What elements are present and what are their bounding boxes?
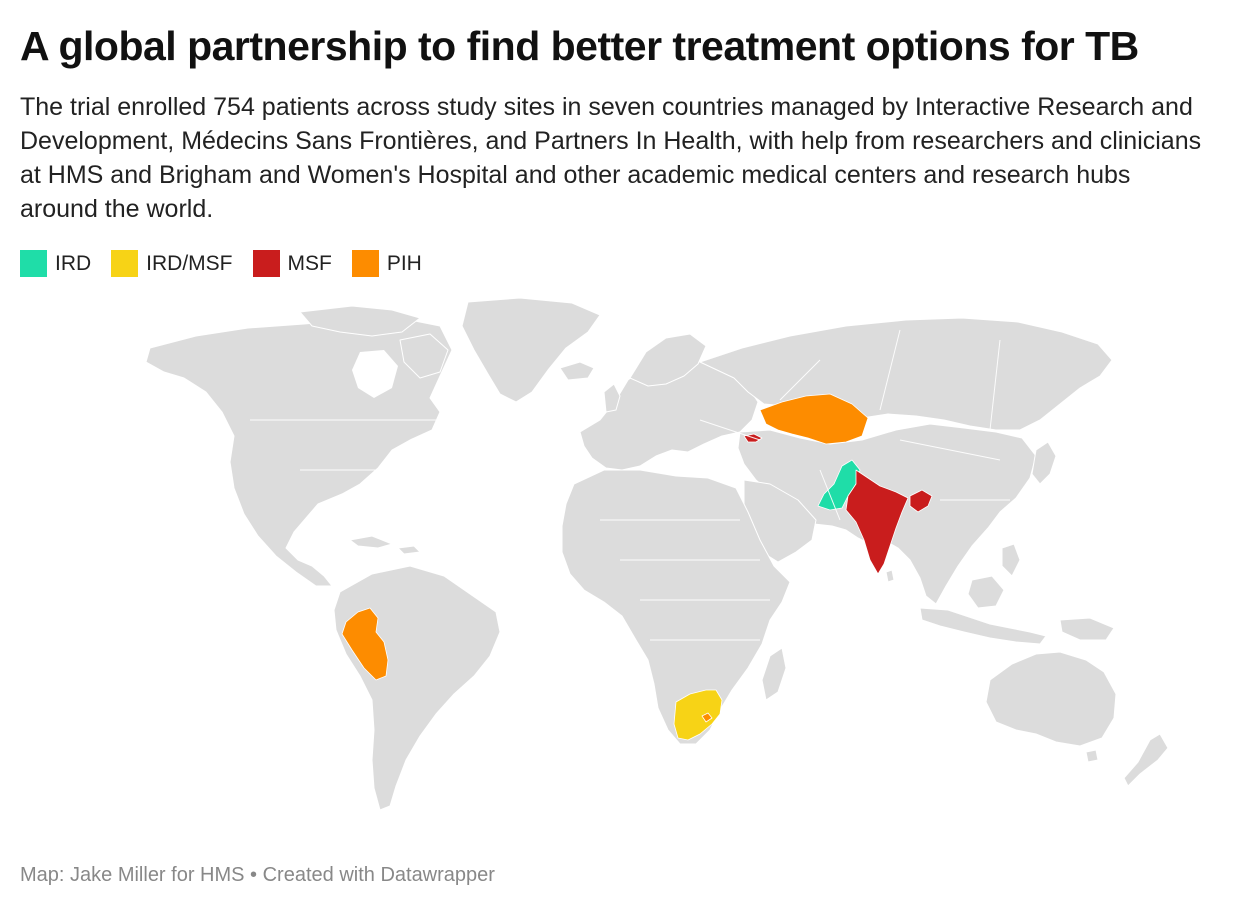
tasmania	[1085, 749, 1099, 763]
country-india	[845, 469, 909, 575]
country-lesotho	[701, 712, 713, 723]
page-title: A global partnership to find better trea…	[20, 23, 1139, 69]
legend-item-pih: PIH	[351, 250, 422, 277]
legend-label-msf: MSF	[287, 251, 332, 275]
country-peru	[341, 607, 389, 681]
legend-swatch-pih	[351, 250, 379, 277]
arctic-islands	[299, 305, 421, 337]
country-pakistan	[817, 459, 861, 511]
new-guinea	[1059, 617, 1115, 641]
footer-credit: Map: Jake Miller for HMS • Created with …	[20, 864, 495, 886]
map-borders	[250, 329, 1010, 641]
scandinavia	[629, 333, 707, 387]
legend-swatch-ird-msf	[111, 250, 139, 277]
baffin-island	[399, 333, 449, 379]
united-kingdom	[603, 383, 621, 413]
country-south-africa	[673, 689, 723, 741]
legend-swatch-msf	[252, 250, 280, 277]
south-america	[333, 565, 501, 811]
legend-item-ird-msf: IRD/MSF	[111, 250, 233, 277]
cuba	[349, 535, 393, 549]
madagascar	[761, 647, 787, 701]
borneo	[967, 575, 1005, 609]
legend-item-ird: IRD	[20, 250, 91, 277]
japan	[1031, 441, 1057, 485]
page-subtitle: The trial enrolled 754 patients across s…	[20, 93, 1202, 223]
world-map	[145, 297, 1169, 811]
country-india-northeast	[909, 489, 933, 513]
iceland	[559, 361, 595, 381]
indonesia	[919, 607, 1047, 645]
legend-label-ird-msf: IRD/MSF	[146, 251, 233, 275]
legend: IRD IRD/MSF MSF PIH	[20, 250, 422, 277]
sri-lanka	[885, 569, 895, 583]
legend-label-pih: PIH	[386, 251, 422, 275]
legend-swatch-ird	[20, 250, 47, 277]
australia	[985, 651, 1117, 747]
legend-label-ird: IRD	[55, 251, 92, 275]
philippines	[1001, 543, 1021, 577]
country-kazakhstan	[759, 393, 869, 445]
new-zealand	[1123, 733, 1169, 787]
greenland	[461, 297, 601, 403]
legend-item-msf: MSF	[252, 250, 332, 277]
hispaniola	[397, 545, 421, 555]
